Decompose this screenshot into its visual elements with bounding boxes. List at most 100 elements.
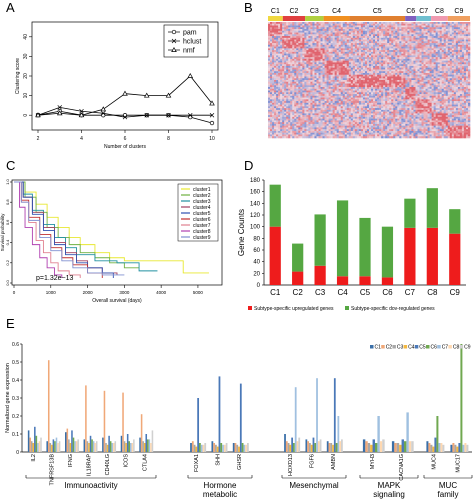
panel-b-heatmap-cell xyxy=(364,44,368,47)
panel-b-heatmap-cell xyxy=(397,50,400,53)
panel-b-heatmap-cell xyxy=(371,101,374,104)
panel-b-heatmap-cell xyxy=(459,41,463,44)
panel-b-heatmap-cell xyxy=(425,44,428,47)
panel-b-heatmap-cell xyxy=(284,34,287,37)
panel-b-heatmap-cell xyxy=(421,34,424,37)
panel-b-heatmap-cell xyxy=(278,23,281,26)
panel-b-heatmap-cell xyxy=(441,104,445,107)
panel-b-heatmap-cell xyxy=(409,102,412,105)
panel-b-heatmap-cell xyxy=(403,37,406,40)
panel-b-heatmap-cell xyxy=(284,36,287,39)
panel-b-heatmap-cell xyxy=(409,29,412,32)
panel-b-heatmap-cell xyxy=(290,53,293,56)
panel-b-heatmap-cell xyxy=(427,88,430,91)
panel-b-heatmap-cell xyxy=(268,34,271,37)
panel-b-heatmap-cell xyxy=(324,76,327,79)
panel-b-heatmap-cell xyxy=(455,36,459,39)
panel-b-heatmap-cell xyxy=(306,41,309,44)
panel-a-xlabel: Number of clusters xyxy=(104,144,146,150)
panel-a-xtick-label: 8 xyxy=(167,136,170,142)
panel-b-heatmap-cell xyxy=(282,83,285,86)
panel-b-heatmap-cell xyxy=(383,67,386,70)
panel-b-heatmap-cell xyxy=(389,60,392,63)
panel-b-heatmap-cell xyxy=(364,65,368,68)
panel-b-heatmap-cell xyxy=(433,41,436,44)
panel-b-heatmap-cell xyxy=(411,60,414,63)
panel-b-heatmap-cell xyxy=(399,34,402,37)
panel-b-heatmap-cell xyxy=(413,22,416,25)
panel-b-heatmap-cell xyxy=(463,99,467,102)
panel-b-heatmap-cell xyxy=(427,27,430,30)
panel-b-heatmap-cell xyxy=(336,69,339,72)
panel-b-heatmap-cell xyxy=(401,76,404,79)
panel-b-heatmap-cell xyxy=(292,53,295,56)
panel-b-heatmap-cell xyxy=(415,34,418,37)
panel-b-heatmap-cell xyxy=(286,30,289,33)
panel-b-heatmap-cell xyxy=(272,78,275,81)
panel-b-heatmap-cell xyxy=(304,102,307,105)
panel-b-heatmap-cell xyxy=(350,97,354,100)
panel-b-heatmap-cell xyxy=(298,25,301,28)
panel-b-heatmap-cell xyxy=(421,62,424,65)
panel-b-heatmap-cell xyxy=(437,48,440,51)
panel-b-heatmap-cell xyxy=(421,29,424,32)
panel-b-heatmap-cell xyxy=(338,25,342,28)
panel-b-heatmap-cell xyxy=(467,87,471,90)
panel-b-heatmap-cell xyxy=(294,72,297,76)
panel-b-heatmap-cell xyxy=(403,36,406,39)
panel-b-heatmap-cell xyxy=(362,43,366,46)
panel-b-heatmap-cell xyxy=(364,92,368,95)
panel-b-heatmap-cell xyxy=(445,32,449,35)
panel-b-heatmap-cell xyxy=(272,27,275,30)
panel-b-heatmap-cell xyxy=(411,39,414,42)
panel-b-heatmap-cell xyxy=(334,25,337,28)
panel-b-heatmap-cell xyxy=(366,43,370,46)
panel-b-heatmap-cell xyxy=(465,44,469,47)
panel-b-heatmap-cell xyxy=(373,53,376,56)
panel-b-heatmap-cell xyxy=(276,83,279,86)
panel-b-heatmap-cell xyxy=(296,65,299,68)
panel-b-heatmap-cell xyxy=(286,55,289,58)
panel-b-heatmap-cell xyxy=(415,48,418,51)
panel-b-heatmap-cell xyxy=(358,53,362,56)
panel-b-heatmap-cell xyxy=(413,69,416,72)
panel-b-heatmap-cell xyxy=(409,90,412,93)
panel-b-heatmap-cell xyxy=(294,106,297,109)
panel-b-heatmap-cell xyxy=(352,80,356,83)
panel-b-heatmap-cell xyxy=(403,97,406,100)
panel-b-heatmap-cell xyxy=(328,34,331,37)
panel-b-heatmap-cell xyxy=(324,50,327,53)
panel-b-heatmap-cell xyxy=(366,95,370,98)
panel-a-point-nmf xyxy=(56,110,63,116)
panel-b-heatmap-cell xyxy=(284,106,287,109)
panel-b-heatmap-cell xyxy=(272,87,275,90)
panel-b-heatmap-cell xyxy=(326,88,329,91)
panel-b-heatmap-cell xyxy=(421,44,424,47)
panel-b-heatmap-cell xyxy=(312,22,315,25)
panel-b-heatmap-cell xyxy=(439,71,443,74)
panel-b-heatmap-cell xyxy=(409,72,412,76)
panel-b-heatmap-cell xyxy=(445,43,449,46)
panel-b-heatmap-cell xyxy=(308,106,311,109)
panel-b-heatmap-cell xyxy=(300,64,303,67)
panel-b-heatmap-cell xyxy=(276,67,279,70)
panel-b-heatmap-cell xyxy=(298,71,301,74)
panel-b-heatmap-cell xyxy=(447,74,451,77)
panel-b-heatmap-cell xyxy=(330,69,333,72)
panel-b-heatmap-cell xyxy=(403,104,406,107)
panel-b-heatmap-cell xyxy=(383,51,386,54)
panel-b-heatmap-cell xyxy=(373,69,376,72)
panel-b-heatmap-cell xyxy=(415,69,418,72)
panel-b-heatmap-cell xyxy=(409,32,412,35)
panel-b-heatmap-cell xyxy=(324,90,327,93)
panel-b-heatmap-cell xyxy=(455,95,459,98)
panel-b-heatmap-cell xyxy=(342,46,346,49)
panel-b-heatmap-cell xyxy=(379,22,382,25)
panel-b-heatmap-cell xyxy=(292,102,295,105)
panel-b-heatmap-cell xyxy=(427,43,430,46)
panel-b-heatmap-cell xyxy=(381,44,384,47)
panel-b-heatmap-cell xyxy=(280,81,283,84)
panel-b-heatmap-cell xyxy=(377,44,380,47)
panel-b-heatmap-cell xyxy=(383,34,386,37)
panel-b-heatmap-cell xyxy=(401,95,404,98)
